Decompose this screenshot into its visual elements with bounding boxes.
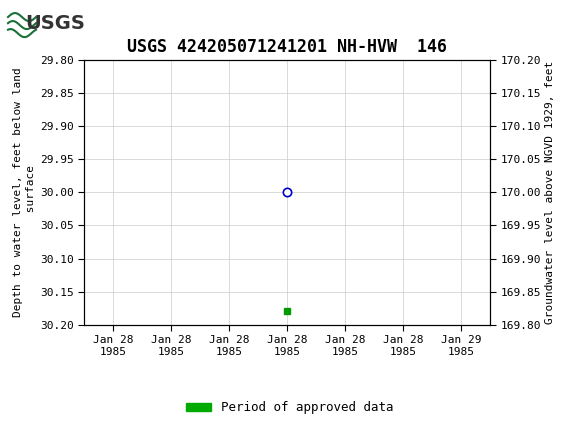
Y-axis label: Groundwater level above NGVD 1929, feet: Groundwater level above NGVD 1929, feet [545, 61, 555, 324]
Legend: Period of approved data: Period of approved data [181, 396, 399, 419]
Y-axis label: Depth to water level, feet below land
 surface: Depth to water level, feet below land su… [13, 68, 36, 317]
Text: USGS: USGS [25, 14, 85, 33]
Title: USGS 424205071241201 NH-HVW  146: USGS 424205071241201 NH-HVW 146 [127, 38, 447, 56]
FancyBboxPatch shape [5, 4, 93, 41]
